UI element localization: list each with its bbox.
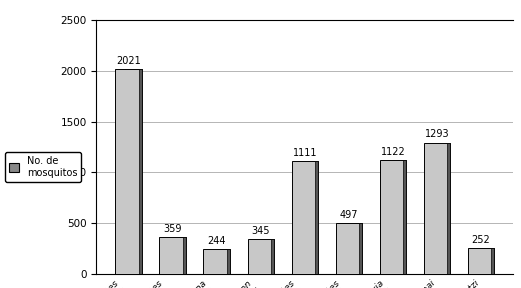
Bar <box>380 160 406 274</box>
Text: 2021: 2021 <box>116 56 141 66</box>
Bar <box>336 223 362 274</box>
Bar <box>315 161 318 274</box>
Text: 359: 359 <box>164 224 182 234</box>
Bar <box>491 248 494 274</box>
Bar <box>447 143 450 274</box>
Bar <box>403 160 406 274</box>
Bar <box>247 239 274 274</box>
Bar <box>203 249 230 274</box>
Bar <box>359 223 362 274</box>
Bar <box>139 69 142 274</box>
Bar <box>159 237 186 274</box>
Text: 244: 244 <box>207 236 226 246</box>
Bar <box>292 161 318 274</box>
Bar <box>468 248 494 274</box>
Bar <box>183 237 186 274</box>
Bar <box>115 69 142 274</box>
Legend: No. de
mosquitos: No. de mosquitos <box>5 152 81 182</box>
Bar <box>271 239 274 274</box>
Text: 1122: 1122 <box>380 147 405 157</box>
Bar <box>424 143 450 274</box>
Text: 1293: 1293 <box>425 130 449 139</box>
Text: 252: 252 <box>472 235 490 245</box>
Text: 1111: 1111 <box>292 148 317 158</box>
Text: 345: 345 <box>252 226 270 236</box>
Bar <box>227 249 230 274</box>
Text: 497: 497 <box>340 210 358 220</box>
